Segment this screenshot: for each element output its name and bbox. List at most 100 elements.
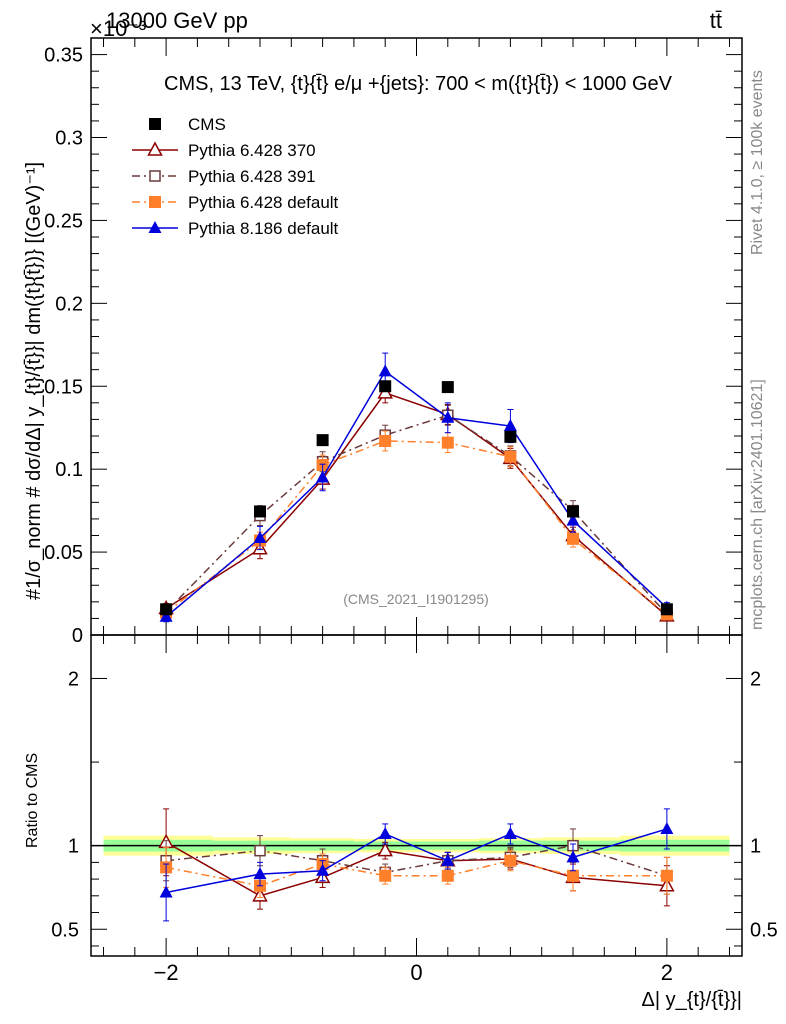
series-line	[165, 370, 668, 618]
data-marker	[504, 450, 517, 463]
y-tick-label: 0.1	[55, 459, 83, 481]
y-tick-label: 0.3	[55, 128, 83, 150]
y-tick-label: 0.15	[44, 376, 83, 398]
ratio-x-ticks	[103, 635, 730, 956]
data-marker	[316, 863, 330, 876]
y-tick-label-right: 1	[750, 836, 761, 858]
header-left: 13000 GeV pp	[106, 8, 248, 33]
data-marker	[566, 869, 579, 882]
series-pythia-8-186-default	[159, 352, 674, 623]
legend-label: Pythia 6.428 391	[188, 167, 316, 186]
x-tick-labels: −2 0 2	[154, 960, 673, 985]
data-marker	[379, 434, 392, 447]
y-tick-label: 1	[68, 836, 79, 858]
series-pythia-6-428-default	[160, 846, 673, 898]
x-tick-label: 2	[661, 960, 673, 985]
main-series	[158, 352, 675, 623]
data-marker	[378, 364, 392, 377]
data-marker	[504, 854, 517, 867]
y-tick-label: 0	[72, 625, 83, 647]
data-marker	[660, 869, 673, 882]
series-line	[165, 828, 668, 894]
legend-item: Pythia 8.186 default	[132, 219, 339, 238]
data-marker	[253, 867, 267, 880]
header-exponent: ×10⁻³	[90, 16, 146, 41]
data-marker	[379, 869, 392, 882]
watermark: (CMS_2021_I1901295)	[343, 591, 489, 607]
main-ylabel: #1/σ_norm # dσ/dΔ| y_{t}/{t̄}}| dm({t}{t…	[23, 162, 45, 600]
main-x-ticks	[103, 38, 730, 635]
y-tick-label: 0.35	[44, 45, 83, 67]
data-marker	[159, 609, 173, 622]
ratio-ylabel: Ratio to CMS	[24, 753, 41, 848]
x-tick-label: −2	[154, 960, 179, 985]
y-tick-label: 2	[68, 668, 79, 690]
main-y-ticks: 0 0.05 0.1 0.15 0.2 0.25 0.3 0.35	[44, 37, 742, 647]
legend-label: Pythia 6.428 370	[188, 141, 316, 160]
data-marker	[378, 826, 392, 839]
ratio-plot: 0.5 0.5 1 1 2 2	[51, 634, 778, 957]
y-tick-label: 0.2	[55, 293, 83, 315]
y-tick-label: 0.25	[44, 210, 83, 232]
legend-item: Pythia 6.428 370	[132, 141, 316, 160]
mcplots-label: mcplots.cern.ch [arXiv:2401.10621]	[749, 379, 766, 630]
ratio-y-ticks: 0.5 0.5 1 1 2 2	[51, 668, 778, 947]
series-line	[165, 841, 667, 897]
data-marker	[149, 118, 161, 130]
ratio-bands	[91, 835, 742, 856]
data-marker	[441, 436, 454, 449]
data-marker	[148, 221, 162, 233]
data-marker	[504, 430, 517, 443]
header-right: tt̄	[710, 8, 722, 33]
data-marker	[441, 381, 454, 394]
series-pythia-6-428-391	[160, 404, 673, 621]
data-marker	[149, 196, 161, 208]
data-marker	[160, 603, 173, 616]
legend-item: CMS	[149, 115, 226, 134]
y-tick-label: 0.5	[51, 919, 79, 941]
data-marker	[660, 603, 673, 616]
data-marker	[660, 821, 674, 834]
y-tick-label: 0.05	[44, 542, 83, 564]
legend-label: CMS	[188, 115, 226, 134]
data-marker	[503, 826, 517, 839]
main-title: CMS, 13 TeV, {t}{t̄} e/μ +{jets}: 700 < …	[164, 73, 673, 95]
data-marker	[503, 419, 517, 432]
rivet-label: Rivet 4.1.0, ≥ 100k events	[749, 70, 766, 255]
y-tick-label-right: 2	[750, 668, 761, 690]
x-tick-label: 0	[410, 960, 422, 985]
data-marker	[566, 513, 580, 526]
series-line	[165, 440, 668, 615]
data-marker	[254, 505, 267, 518]
ratio-series	[158, 808, 675, 922]
ratio-plot-frame	[90, 634, 743, 957]
data-marker	[377, 842, 393, 857]
data-marker	[316, 434, 329, 447]
data-marker	[149, 170, 161, 182]
legend-item: Pythia 6.428 default	[132, 193, 339, 212]
data-marker	[254, 844, 266, 857]
data-marker	[566, 532, 579, 545]
series-line	[166, 844, 668, 877]
series-pythia-8-186-default	[159, 808, 674, 922]
data-marker	[441, 869, 454, 882]
legend-label: Pythia 8.186 default	[188, 219, 339, 238]
data-marker	[159, 885, 173, 898]
legend-item: Pythia 6.428 391	[132, 167, 316, 186]
legend-label: Pythia 6.428 default	[188, 193, 339, 212]
data-marker	[379, 380, 392, 393]
legend: CMS Pythia 6.428 370 Pythia 6.428 391 Pythi…	[132, 115, 339, 238]
series-pythia-6-428-370	[158, 808, 675, 910]
data-marker	[566, 850, 580, 863]
data-marker	[147, 141, 163, 156]
series-line	[165, 391, 668, 617]
series-pythia-6-428-370	[158, 382, 675, 622]
series-line	[165, 414, 668, 615]
main-plot: 0 0.05 0.1 0.15 0.2 0.25 0.3 0.35 CMS, 13 TeV, …	[44, 37, 743, 647]
series-cms	[160, 380, 673, 616]
data-marker	[566, 505, 579, 518]
data-marker	[316, 470, 330, 483]
y-tick-label-right: 0.5	[750, 919, 778, 941]
data-marker	[441, 410, 455, 423]
